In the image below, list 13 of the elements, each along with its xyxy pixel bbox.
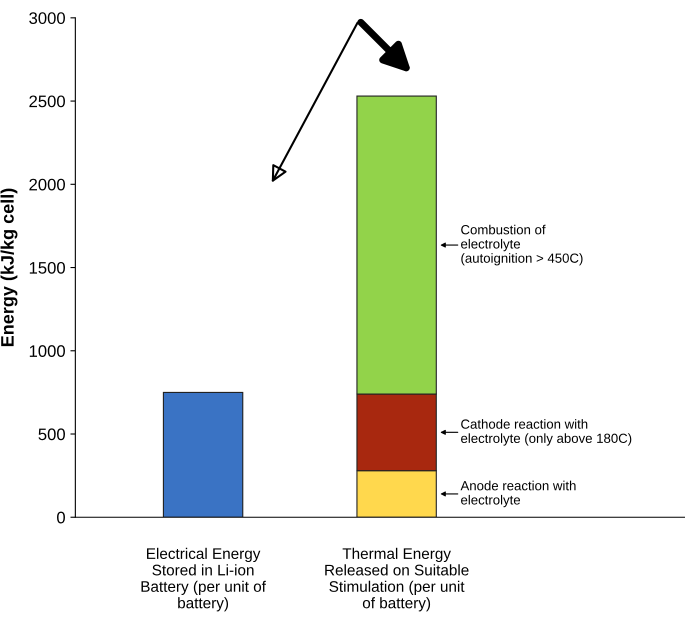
y-tick-label: 0: [57, 512, 65, 524]
y-axis-title: Energy (kJ/kg cell): [0, 188, 18, 346]
x-tick-label: Electrical Energy Stored in Li-ion Battery (per unit of battery): [142, 548, 266, 612]
y-tick-label: 3000: [29, 12, 65, 24]
x-tick-label: Thermal Energy Released on Suitable Stimulation (per unit of battery): [325, 548, 469, 612]
y-tick-label: 2500: [29, 95, 65, 108]
y-tick-label: 500: [38, 428, 65, 440]
y-tick-label: 2000: [29, 178, 65, 191]
annotation: Combustion of electrolyte (autoignition > 450C): [461, 224, 583, 266]
annotation: Cathode reaction with electrolyte (only above 180C): [461, 419, 632, 446]
y-tick-label: 1500: [30, 262, 65, 274]
annotation: Anode reaction with electrolyte: [460, 480, 576, 508]
y-tick-label: 1000: [30, 345, 65, 357]
